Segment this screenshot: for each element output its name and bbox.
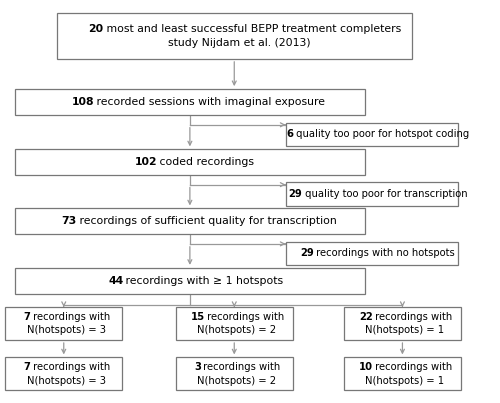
Text: 6: 6 bbox=[287, 129, 294, 139]
Text: recordings with: recordings with bbox=[372, 312, 452, 322]
Text: 3: 3 bbox=[194, 362, 200, 372]
Text: study Nijdam et al. (2013): study Nijdam et al. (2013) bbox=[168, 38, 310, 48]
Bar bbox=[14, 208, 365, 235]
Text: recordings with: recordings with bbox=[30, 312, 110, 322]
Text: 29: 29 bbox=[288, 189, 302, 199]
Text: 7: 7 bbox=[24, 312, 30, 322]
Text: recordings with: recordings with bbox=[30, 362, 110, 372]
Text: recordings of sufficient quality for transcription: recordings of sufficient quality for tra… bbox=[76, 216, 336, 226]
Text: 22: 22 bbox=[359, 312, 372, 322]
Text: recordings with no hotspots: recordings with no hotspots bbox=[312, 248, 454, 258]
Text: N(hotspots) = 3: N(hotspots) = 3 bbox=[27, 325, 106, 335]
Text: 10: 10 bbox=[359, 362, 373, 372]
Text: recordings with ≥ 1 hotspots: recordings with ≥ 1 hotspots bbox=[122, 276, 284, 286]
Text: recordings with: recordings with bbox=[200, 362, 280, 372]
Bar bbox=[57, 13, 412, 59]
Text: coded recordings: coded recordings bbox=[156, 157, 254, 167]
Text: 102: 102 bbox=[134, 157, 157, 167]
Text: N(hotspots) = 2: N(hotspots) = 2 bbox=[198, 325, 276, 335]
Bar bbox=[286, 123, 459, 146]
Bar bbox=[286, 242, 459, 265]
Text: most and least successful BEPP treatment completers: most and least successful BEPP treatment… bbox=[102, 23, 401, 33]
Bar bbox=[344, 357, 461, 390]
Bar bbox=[6, 307, 122, 340]
Bar bbox=[6, 357, 122, 390]
Text: 7: 7 bbox=[24, 362, 30, 372]
Bar bbox=[344, 307, 461, 340]
Text: 73: 73 bbox=[62, 216, 77, 226]
Text: N(hotspots) = 1: N(hotspots) = 1 bbox=[366, 325, 444, 335]
Text: N(hotspots) = 2: N(hotspots) = 2 bbox=[198, 376, 276, 386]
Bar bbox=[176, 307, 292, 340]
Text: 108: 108 bbox=[72, 97, 94, 107]
Text: 15: 15 bbox=[191, 312, 205, 322]
Text: recorded sessions with imaginal exposure: recorded sessions with imaginal exposure bbox=[93, 97, 325, 107]
Text: recordings with: recordings with bbox=[204, 312, 284, 322]
Bar bbox=[286, 182, 459, 206]
Text: quality too poor for transcription: quality too poor for transcription bbox=[302, 189, 467, 199]
Text: 20: 20 bbox=[88, 23, 104, 33]
Bar bbox=[176, 357, 292, 390]
Text: N(hotspots) = 1: N(hotspots) = 1 bbox=[366, 376, 444, 386]
Text: recordings with: recordings with bbox=[372, 362, 452, 372]
Bar bbox=[14, 89, 365, 115]
Text: 29: 29 bbox=[300, 248, 314, 258]
Bar bbox=[14, 149, 365, 175]
Bar bbox=[14, 268, 365, 294]
Text: N(hotspots) = 3: N(hotspots) = 3 bbox=[27, 376, 106, 386]
Text: 44: 44 bbox=[108, 276, 124, 286]
Text: quality too poor for hotspot coding: quality too poor for hotspot coding bbox=[294, 129, 470, 139]
